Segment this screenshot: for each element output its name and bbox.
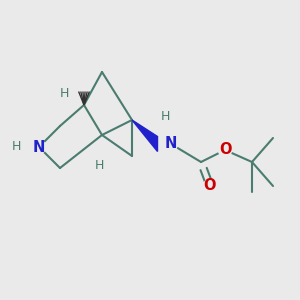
Text: H: H bbox=[160, 110, 170, 123]
Text: O: O bbox=[219, 142, 231, 158]
Circle shape bbox=[203, 179, 217, 193]
Text: H: H bbox=[60, 86, 69, 100]
Text: O: O bbox=[204, 178, 216, 194]
Text: N: N bbox=[165, 136, 177, 152]
Text: H: H bbox=[94, 159, 104, 172]
Text: N: N bbox=[33, 140, 45, 154]
Text: H: H bbox=[12, 140, 21, 154]
Circle shape bbox=[32, 140, 46, 154]
Polygon shape bbox=[132, 120, 158, 152]
Circle shape bbox=[218, 143, 232, 157]
Circle shape bbox=[164, 137, 178, 151]
